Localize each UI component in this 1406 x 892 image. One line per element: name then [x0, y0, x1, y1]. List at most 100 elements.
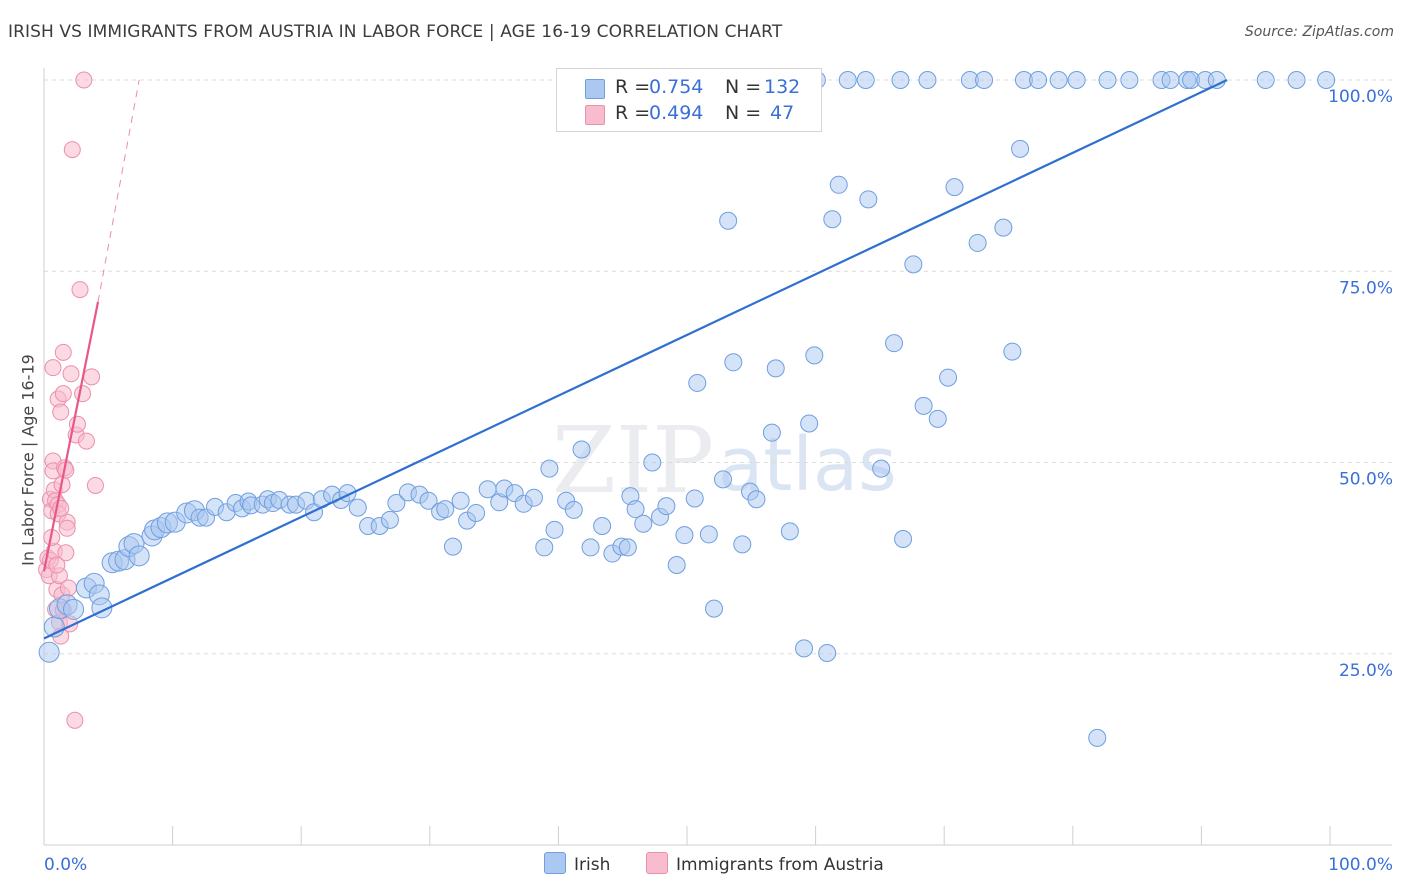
irish-point [872, 459, 891, 478]
irish-point [564, 500, 583, 519]
irish-point [572, 440, 591, 459]
y-tick-label: 75.0% [1339, 278, 1393, 298]
irish-point [545, 520, 564, 539]
legend-n-label: N = [725, 76, 762, 98]
irish-point [800, 414, 819, 433]
irish-point [733, 535, 752, 554]
bottom-legend-austria: Immigrants from Austria [646, 852, 884, 875]
austria-point [83, 368, 101, 386]
irish-point [1120, 71, 1139, 89]
legend-n-value: 132 [764, 76, 801, 98]
austria-point [59, 579, 77, 597]
irish-point [859, 190, 878, 209]
irish-point [657, 497, 676, 516]
y-tick-label: 25.0% [1339, 661, 1393, 681]
irish-point [699, 525, 718, 544]
irish-point [894, 530, 913, 548]
austria-trend-line [42, 301, 100, 572]
austria-point [44, 359, 62, 377]
irish-point [618, 538, 637, 557]
irish-point [829, 175, 848, 194]
austria-swatch [585, 105, 605, 125]
irish-point [593, 516, 612, 535]
austria-point [54, 385, 72, 403]
austria-point [75, 71, 93, 89]
irish-trend-line [43, 79, 1228, 640]
austria-point [63, 141, 81, 159]
irish-point [128, 545, 150, 567]
irish-point [675, 526, 694, 545]
legend-r-label: R = [615, 102, 651, 124]
austria-point [71, 281, 89, 299]
austria-point [57, 544, 75, 562]
y-tick-label: 100.0% [1328, 87, 1393, 107]
irish-point [805, 346, 824, 365]
austria-point [52, 403, 70, 421]
irish-point [856, 71, 875, 89]
bottom-legend-irish: Irish [544, 852, 610, 875]
austria-point [48, 556, 66, 574]
irish-point [1029, 71, 1048, 89]
y-axis-title: In Labor Force | Age 16-19 [18, 354, 38, 566]
irish-point [939, 368, 958, 387]
irish-point [818, 643, 837, 662]
irish-legend-label: Irish [574, 855, 611, 875]
irish-point [626, 500, 645, 519]
irish-point [1161, 71, 1180, 89]
irish-point [762, 423, 781, 442]
irish-point [467, 503, 486, 522]
austria-point [58, 519, 76, 537]
irish-point [1011, 139, 1030, 158]
irish-point [1003, 342, 1022, 361]
irish-point [1088, 728, 1107, 747]
legend-r-label: R = [615, 76, 651, 98]
irish-point [928, 409, 947, 428]
irish-point [581, 538, 600, 557]
irish-point [436, 500, 455, 519]
irish-point [540, 459, 559, 478]
legend-r-value: 0.754 [649, 76, 704, 98]
irish-point [667, 556, 686, 575]
austria-trend-extension [97, 79, 140, 302]
watermark: ZIP atlas [552, 407, 897, 514]
y-tick-label: 50.0% [1339, 470, 1393, 490]
irish-point [63, 598, 85, 620]
irish-point [885, 334, 904, 353]
irish-series [38, 71, 1336, 747]
irish-point [714, 470, 733, 489]
irish-point [914, 396, 933, 415]
irish-point [945, 178, 964, 197]
irish-point [1067, 71, 1086, 89]
irish-point [891, 71, 910, 89]
irish-point [968, 233, 987, 252]
irish-point [994, 218, 1013, 237]
irish-point [766, 359, 785, 378]
austria-point [54, 343, 72, 361]
irish-point [443, 537, 462, 556]
irish-point [1287, 71, 1306, 89]
irish-point [780, 522, 799, 541]
irish-point [795, 639, 814, 658]
irish-point [1049, 71, 1068, 89]
irish-point [380, 510, 399, 529]
austria-point [66, 711, 84, 729]
irish-point [1256, 71, 1275, 89]
austria-point [62, 365, 80, 383]
austria-point [74, 385, 92, 403]
irish-legend-swatch [544, 852, 566, 874]
irish-point [634, 514, 653, 533]
x-tick-label: 100.0% [1328, 855, 1393, 875]
irish-point [38, 641, 60, 663]
irish-point [823, 210, 842, 229]
gridlines [44, 79, 1392, 655]
irish-point [348, 498, 367, 517]
austria-legend-label: Immigrants from Austria [676, 855, 884, 875]
legend-n-value: 47 [770, 102, 795, 124]
irish-point [419, 491, 438, 510]
correlation-legend: R = 0.754 N = 132 R = 0.494 N = 47 [556, 68, 822, 132]
irish-point [478, 480, 497, 499]
irish-point [904, 255, 923, 274]
irish-point [685, 489, 704, 508]
irish-point [1098, 71, 1117, 89]
irish-point [838, 71, 857, 89]
